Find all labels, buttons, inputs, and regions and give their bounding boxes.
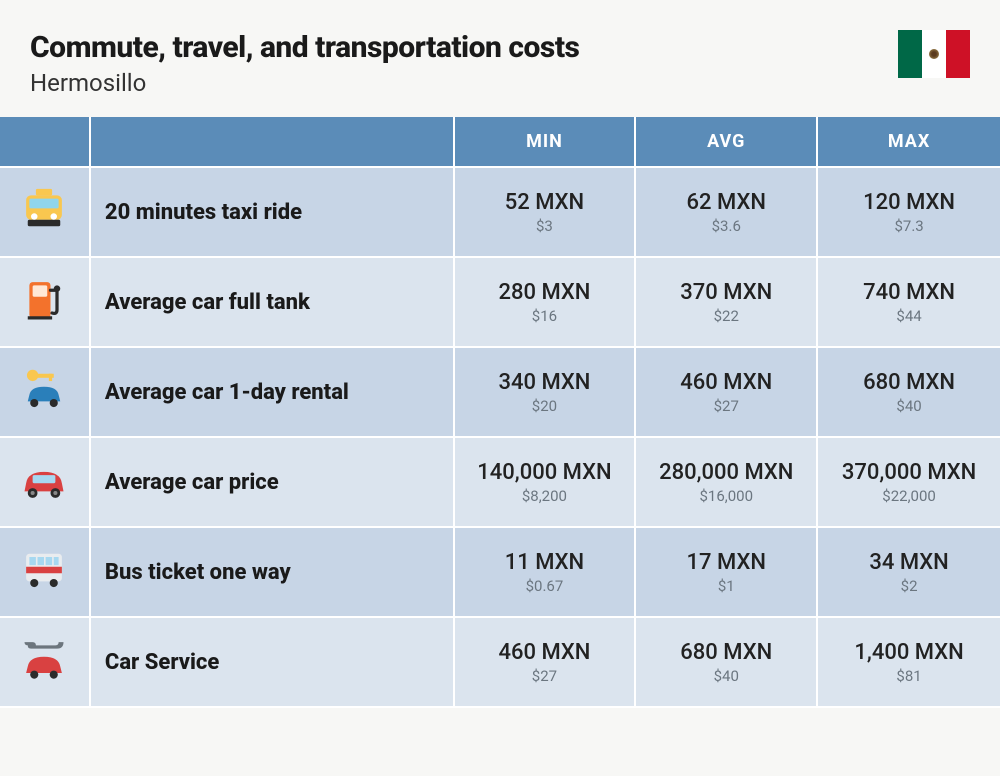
- value-mxn: 11 MXN: [463, 550, 627, 575]
- value-mxn: 17 MXN: [644, 550, 808, 575]
- costs-table: MIN AVG MAX 20 minutes taxi ride 52 MXN: [0, 117, 1000, 708]
- cell-min: 140,000 MXN $8,200: [455, 438, 637, 528]
- cell-max: 370,000 MXN $22,000: [818, 438, 1000, 528]
- cell-max: 680 MXN $40: [818, 348, 1000, 438]
- value-usd: $1: [644, 577, 808, 595]
- value-mxn: 680 MXN: [826, 370, 992, 395]
- cell-avg: 370 MXN $22: [636, 258, 818, 348]
- table-row: 20 minutes taxi ride 52 MXN $3 62 MXN $3…: [0, 168, 1000, 258]
- flag-stripe-white: [922, 30, 946, 78]
- value-mxn: 140,000 MXN: [463, 460, 627, 485]
- cell-max: 34 MXN $2: [818, 528, 1000, 618]
- page-header: Commute, travel, and transportation cost…: [0, 0, 1000, 117]
- cell-avg: 62 MXN $3.6: [636, 168, 818, 258]
- value-mxn: 1,400 MXN: [826, 640, 992, 665]
- flag-stripe-red: [946, 30, 970, 78]
- table-row: Bus ticket one way 11 MXN $0.67 17 MXN $…: [0, 528, 1000, 618]
- value-mxn: 370,000 MXN: [826, 460, 992, 485]
- col-header-icon: [0, 117, 91, 168]
- value-usd: $16: [463, 307, 627, 325]
- car-service-icon: [18, 634, 70, 686]
- row-label: Bus ticket one way: [91, 528, 455, 618]
- value-usd: $0.67: [463, 577, 627, 595]
- value-usd: $3: [463, 217, 627, 235]
- row-label: Average car 1-day rental: [91, 348, 455, 438]
- col-header-label: [91, 117, 455, 168]
- row-icon-cell: [0, 348, 91, 438]
- cell-max: 740 MXN $44: [818, 258, 1000, 348]
- cell-avg: 280,000 MXN $16,000: [636, 438, 818, 528]
- row-label: Car Service: [91, 618, 455, 708]
- taxi-icon: [18, 184, 70, 236]
- cell-avg: 460 MXN $27: [636, 348, 818, 438]
- value-mxn: 280 MXN: [463, 280, 627, 305]
- value-usd: $27: [463, 667, 627, 685]
- value-mxn: 52 MXN: [463, 190, 627, 215]
- value-usd: $3.6: [644, 217, 808, 235]
- fuel-pump-icon: [18, 274, 70, 326]
- row-icon-cell: [0, 618, 91, 708]
- table-header-row: MIN AVG MAX: [0, 117, 1000, 168]
- cell-min: 11 MXN $0.67: [455, 528, 637, 618]
- value-usd: $20: [463, 397, 627, 415]
- value-mxn: 34 MXN: [826, 550, 992, 575]
- table-row: Average car price 140,000 MXN $8,200 280…: [0, 438, 1000, 528]
- row-icon-cell: [0, 528, 91, 618]
- value-usd: $44: [826, 307, 992, 325]
- page-title: Commute, travel, and transportation cost…: [30, 30, 579, 65]
- value-usd: $40: [826, 397, 992, 415]
- value-mxn: 340 MXN: [463, 370, 627, 395]
- row-icon-cell: [0, 258, 91, 348]
- table-row: Average car 1-day rental 340 MXN $20 460…: [0, 348, 1000, 438]
- value-usd: $27: [644, 397, 808, 415]
- row-icon-cell: [0, 438, 91, 528]
- car-icon: [18, 454, 70, 506]
- cell-min: 460 MXN $27: [455, 618, 637, 708]
- value-mxn: 460 MXN: [644, 370, 808, 395]
- row-label: Average car price: [91, 438, 455, 528]
- value-usd: $2: [826, 577, 992, 595]
- mexico-flag-icon: [898, 30, 970, 78]
- flag-emblem-icon: [929, 49, 939, 59]
- value-usd: $8,200: [463, 487, 627, 505]
- cell-avg: 17 MXN $1: [636, 528, 818, 618]
- table-body: 20 minutes taxi ride 52 MXN $3 62 MXN $3…: [0, 168, 1000, 708]
- row-label: 20 minutes taxi ride: [91, 168, 455, 258]
- value-mxn: 120 MXN: [826, 190, 992, 215]
- row-icon-cell: [0, 168, 91, 258]
- value-mxn: 280,000 MXN: [644, 460, 808, 485]
- table-row: Car Service 460 MXN $27 680 MXN $40 1,40…: [0, 618, 1000, 708]
- value-usd: $16,000: [644, 487, 808, 505]
- value-mxn: 370 MXN: [644, 280, 808, 305]
- value-usd: $40: [644, 667, 808, 685]
- cell-max: 1,400 MXN $81: [818, 618, 1000, 708]
- title-block: Commute, travel, and transportation cost…: [30, 30, 579, 97]
- value-mxn: 740 MXN: [826, 280, 992, 305]
- row-label: Average car full tank: [91, 258, 455, 348]
- cell-max: 120 MXN $7.3: [818, 168, 1000, 258]
- bus-icon: [18, 544, 70, 596]
- cell-min: 52 MXN $3: [455, 168, 637, 258]
- value-mxn: 680 MXN: [644, 640, 808, 665]
- cell-avg: 680 MXN $40: [636, 618, 818, 708]
- cell-min: 340 MXN $20: [455, 348, 637, 438]
- car-key-icon: [18, 364, 70, 416]
- value-usd: $22,000: [826, 487, 992, 505]
- cell-min: 280 MXN $16: [455, 258, 637, 348]
- col-header-min: MIN: [455, 117, 637, 168]
- page-subtitle: Hermosillo: [30, 69, 579, 97]
- col-header-max: MAX: [818, 117, 1000, 168]
- col-header-avg: AVG: [636, 117, 818, 168]
- value-usd: $7.3: [826, 217, 992, 235]
- value-usd: $81: [826, 667, 992, 685]
- value-usd: $22: [644, 307, 808, 325]
- value-mxn: 460 MXN: [463, 640, 627, 665]
- flag-stripe-green: [898, 30, 922, 78]
- value-mxn: 62 MXN: [644, 190, 808, 215]
- table-row: Average car full tank 280 MXN $16 370 MX…: [0, 258, 1000, 348]
